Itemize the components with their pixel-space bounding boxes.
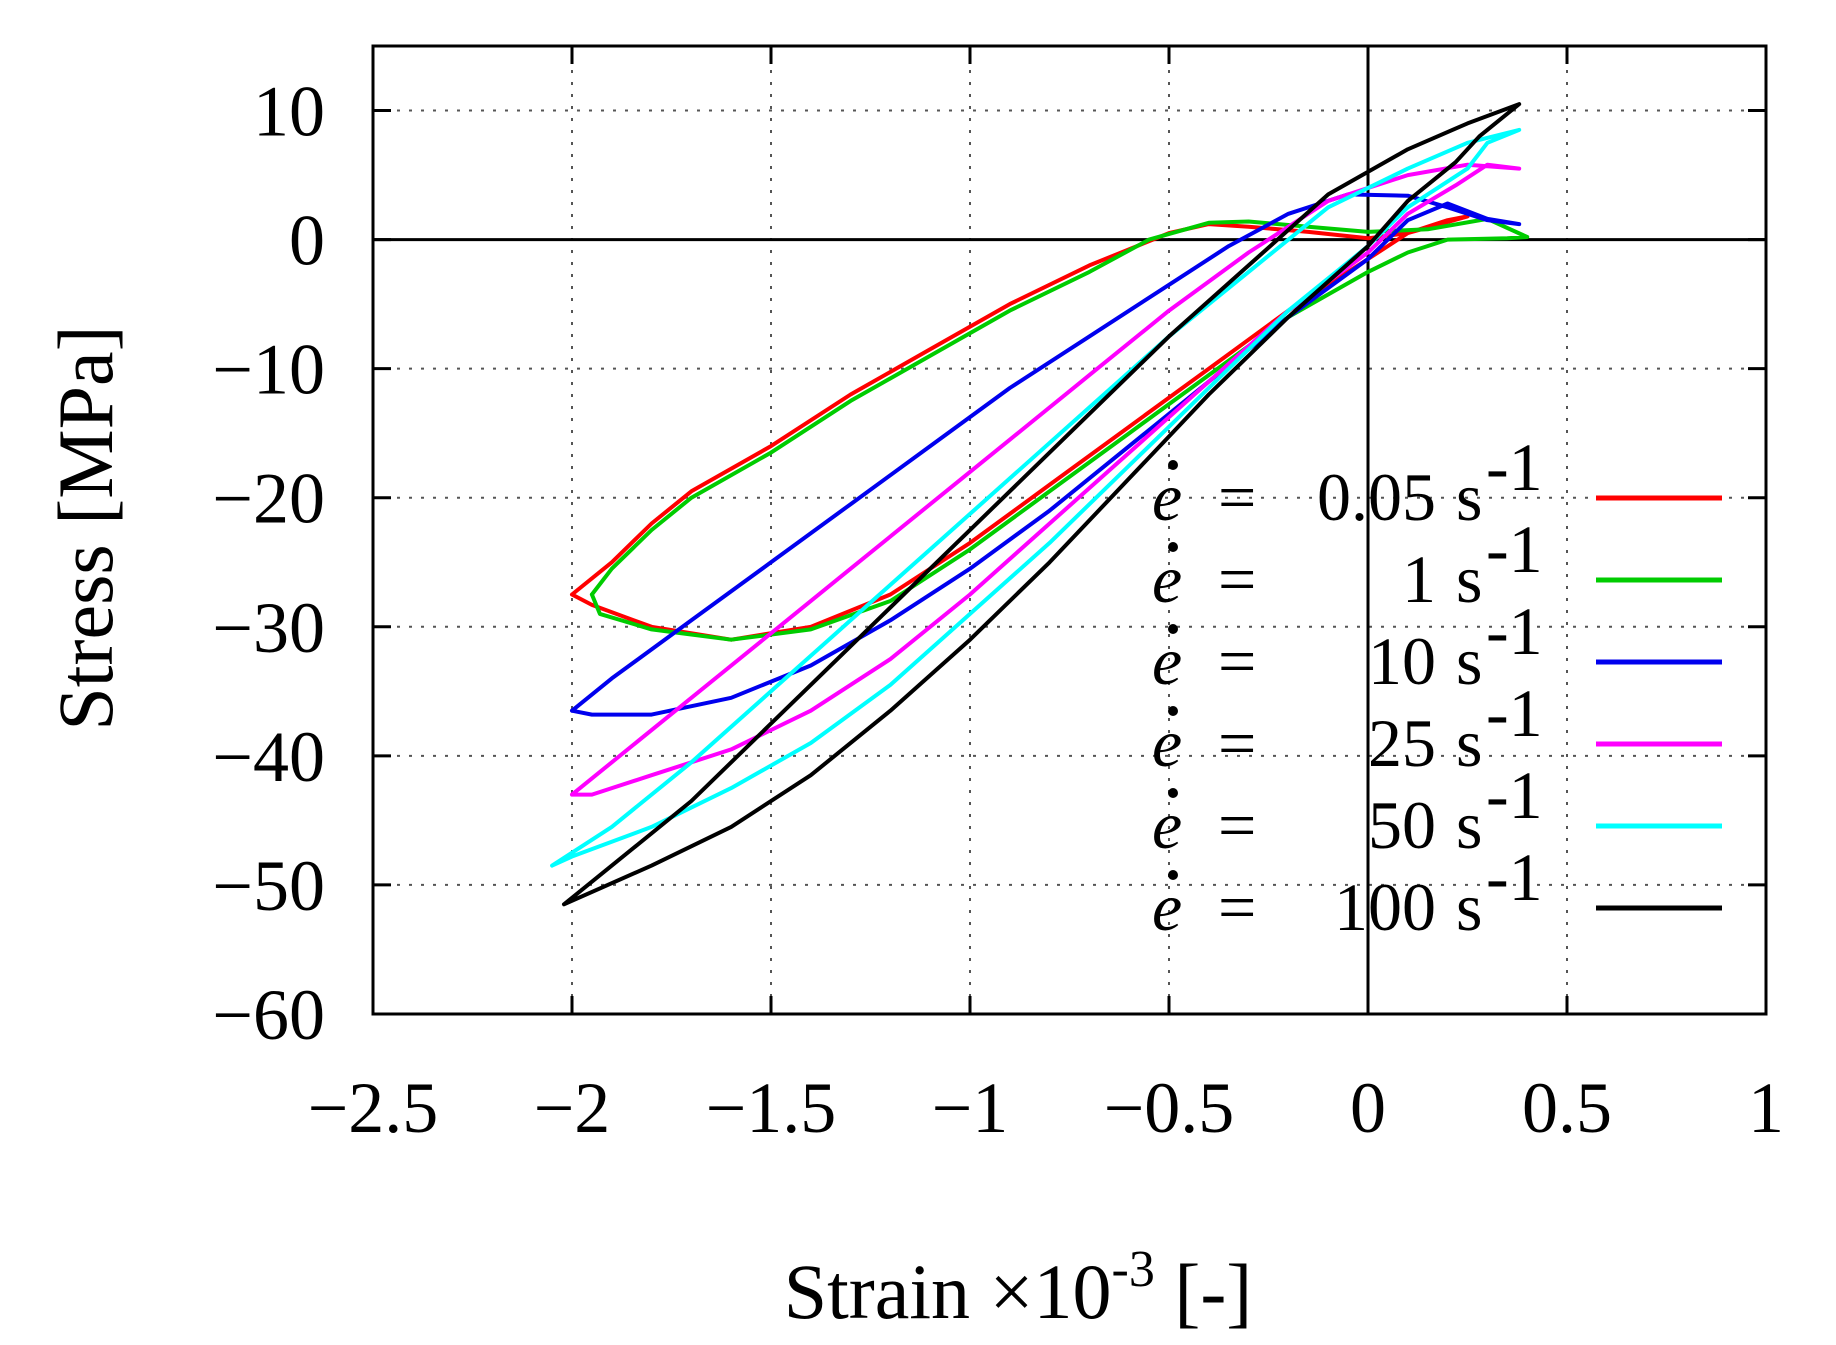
legend-dot: [1168, 870, 1178, 880]
series-layer: [550, 102, 1530, 907]
legend-equals: =: [1218, 623, 1256, 699]
tick-marks: [371, 46, 1768, 1016]
y-tick-label: 0: [289, 201, 325, 281]
legend-exponent: -1: [1486, 839, 1543, 915]
legend-entry-5: e = 100 s -1: [1152, 839, 1722, 945]
x-tick-label: 0: [1350, 1068, 1386, 1148]
y-axis-title: Stress [MPa]: [42, 325, 129, 730]
legend-exponent: -1: [1486, 511, 1543, 587]
x-tick-label: 0.5: [1522, 1068, 1612, 1148]
legend-entry-1: e = 1 s -1: [1152, 511, 1722, 617]
legend-unit: s: [1456, 869, 1482, 945]
series-line-4: [550, 127, 1522, 868]
plot-frame: [371, 44, 1768, 1016]
y-tick-label: −50: [212, 846, 325, 926]
legend-exponent: -1: [1486, 429, 1543, 505]
legend-entry-0: e = 0.05 s -1: [1152, 429, 1722, 535]
legend-rate: 25: [1368, 705, 1436, 781]
legend-symbol: e: [1152, 541, 1182, 617]
series-line-3: [570, 162, 1522, 797]
legend-entry-4: e = 50 s -1: [1152, 757, 1722, 863]
legend-entry-3: e = 25 s -1: [1152, 675, 1722, 781]
legend-equals: =: [1218, 787, 1256, 863]
zero-lines: [373, 46, 1766, 1014]
x-axis-title: Strain ×10-3 [-]: [784, 1241, 1253, 1335]
legend-symbol: e: [1152, 623, 1182, 699]
legend-dot: [1168, 624, 1178, 634]
legend-equals: =: [1218, 869, 1256, 945]
legend-equals: =: [1218, 541, 1256, 617]
legend-dot: [1168, 542, 1178, 552]
y-tick-label: 10: [253, 72, 325, 152]
legend-equals: =: [1218, 705, 1256, 781]
x-axis-label-unit: [-]: [1155, 1248, 1252, 1335]
x-tick-label: −1.5: [706, 1068, 837, 1148]
legend-unit: s: [1456, 705, 1482, 781]
series-line-2: [570, 192, 1522, 717]
x-tick-label: −2: [534, 1068, 611, 1148]
y-tick-label: −60: [212, 975, 325, 1055]
y-tick-labels: 10 0 −10 −20 −30 −40 −50 −60: [212, 72, 325, 1055]
legend-equals: =: [1218, 459, 1256, 535]
x-tick-labels: −2.5 −2 −1.5 −1 −0.5 0 0.5 1: [308, 1068, 1784, 1148]
x-tick-label: −2.5: [308, 1068, 439, 1148]
legend-unit: s: [1456, 787, 1482, 863]
legend-rate: 10: [1368, 623, 1436, 699]
legend-unit: s: [1456, 623, 1482, 699]
legend: e = 0.05 s -1e = 1 s -1e = 10 s -1e = 25 s -1e = 50 s -1e = 10…: [1152, 429, 1722, 945]
x-axis-label-main: Strain ×10: [784, 1248, 1112, 1335]
legend-rate: 0.05: [1317, 459, 1436, 535]
x-tick-label: 1: [1748, 1068, 1784, 1148]
y-tick-label: −30: [212, 588, 325, 668]
grid-layer: [373, 46, 1766, 1014]
legend-rate: 100: [1334, 869, 1436, 945]
legend-symbol: e: [1152, 787, 1182, 863]
legend-symbol: e: [1152, 705, 1182, 781]
legend-unit: s: [1456, 541, 1482, 617]
x-tick-label: −0.5: [1104, 1068, 1235, 1148]
x-axis-label-exponent: -3: [1112, 1241, 1155, 1298]
legend-dot: [1168, 460, 1178, 470]
legend-rate: 1: [1402, 541, 1436, 617]
legend-exponent: -1: [1486, 675, 1543, 751]
legend-symbol: e: [1152, 869, 1182, 945]
legend-unit: s: [1456, 459, 1482, 535]
legend-entry-2: e = 10 s -1: [1152, 593, 1722, 699]
legend-rate: 50: [1368, 787, 1436, 863]
legend-dot: [1168, 706, 1178, 716]
legend-dot: [1168, 788, 1178, 798]
legend-exponent: -1: [1486, 593, 1543, 669]
series-line-0: [570, 214, 1470, 642]
y-tick-label: −20: [212, 459, 325, 539]
y-tick-label: −40: [212, 717, 325, 797]
y-tick-label: −10: [212, 330, 325, 410]
series-line-5: [562, 102, 1522, 907]
legend-symbol: e: [1152, 459, 1182, 535]
x-tick-label: −1: [932, 1068, 1009, 1148]
legend-exponent: -1: [1486, 757, 1543, 833]
